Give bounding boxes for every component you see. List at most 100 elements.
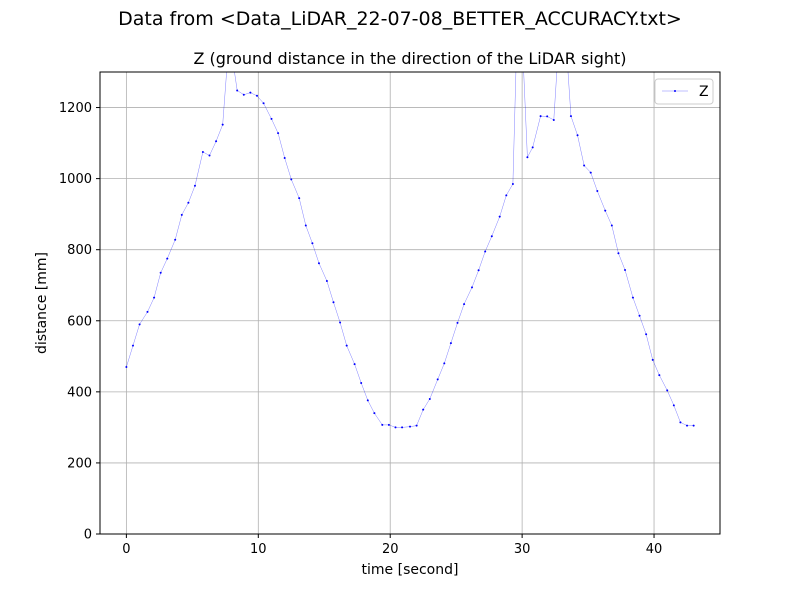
data-point-z (401, 426, 404, 429)
legend-box (654, 78, 714, 105)
data-point-z (666, 389, 669, 392)
data-point-z (624, 268, 627, 271)
y-axis-label: distance [mm] (34, 252, 50, 354)
x-tick-label: 20 (382, 542, 399, 557)
x-tick-label: 10 (250, 542, 267, 557)
data-point-z (339, 321, 342, 324)
data-point-z (552, 118, 555, 121)
data-point-z (505, 194, 508, 197)
data-point-z (658, 374, 661, 377)
x-tick-label: 30 (514, 542, 531, 557)
data-point-z (589, 171, 592, 174)
data-point-z (262, 102, 265, 105)
data-point-z (283, 157, 286, 160)
data-point-z (436, 378, 439, 381)
data-point-z (215, 140, 218, 143)
data-point-z (477, 269, 480, 272)
figure-suptitle: Data from <Data_LiDAR_22-07-08_BETTER_AC… (118, 8, 682, 30)
data-point-z (317, 262, 320, 265)
data-point-z (131, 344, 134, 347)
data-point-z (166, 257, 169, 260)
data-point-z (617, 252, 620, 255)
data-point-z (345, 344, 348, 347)
data-point-z (456, 321, 459, 324)
y-tick-label: 200 (67, 456, 92, 471)
data-point-z (381, 423, 384, 426)
data-point-z (277, 132, 280, 135)
data-point-z (332, 301, 335, 304)
data-point-z (651, 358, 654, 361)
data-point-z (304, 224, 307, 227)
x-tick-label: 0 (122, 542, 130, 557)
data-point-z (565, 35, 567, 37)
data-point-z (298, 197, 301, 200)
data-point-z (193, 184, 196, 187)
x-axis-label: time [second] (362, 562, 459, 578)
data-point-z (409, 425, 411, 428)
data-point-z (443, 362, 446, 365)
data-point-z (311, 242, 314, 245)
data-point-z (449, 342, 452, 345)
plot-area (125, 35, 695, 429)
data-point-z (325, 279, 328, 282)
data-point-z (596, 190, 599, 193)
data-point-z (576, 134, 579, 137)
data-point-z (270, 117, 273, 120)
data-point-z (394, 426, 397, 429)
grid (100, 72, 720, 535)
data-point-z (558, 35, 560, 37)
data-point-z (236, 89, 239, 92)
data-point-z (353, 363, 356, 366)
data-point-z (373, 412, 376, 415)
data-point-z (221, 123, 224, 126)
y-tick-label: 400 (67, 385, 92, 400)
data-point-z (159, 271, 162, 274)
data-point-z (290, 178, 293, 181)
data-point-z (153, 296, 156, 299)
data-point-z (679, 421, 682, 424)
data-point-z (415, 424, 418, 427)
data-point-z (255, 94, 258, 97)
data-point-z (672, 404, 675, 407)
data-point-z (138, 323, 141, 326)
data-point-z (511, 182, 514, 185)
data-point-z (125, 365, 128, 368)
axes-frame (99, 71, 721, 535)
data-point-z (521, 35, 523, 37)
legend-marker-swatch (674, 90, 676, 92)
series-line-z (126, 72, 694, 428)
data-point-z (498, 215, 501, 218)
data-point-z (484, 250, 487, 253)
x-tick-label: 40 (646, 542, 663, 557)
data-point-z (531, 146, 534, 149)
data-point-z (686, 424, 689, 427)
data-point-z (569, 115, 572, 118)
y-tick-label: 1200 (59, 101, 92, 116)
y-tick-label: 0 (84, 528, 92, 543)
data-point-z (174, 238, 177, 241)
data-point-z (692, 424, 695, 427)
data-point-z (242, 93, 245, 96)
data-point-z (201, 150, 204, 153)
data-point-z (428, 397, 431, 400)
data-point-z (645, 333, 648, 336)
data-point-z (631, 296, 634, 299)
data-point-z (610, 224, 613, 227)
y-tick-label: 1000 (59, 172, 92, 187)
data-point-z (516, 35, 518, 37)
data-point-z (146, 310, 149, 313)
chart-title: Z (ground distance in the direction of t… (193, 49, 626, 68)
data-point-z (249, 91, 252, 94)
data-point-z (546, 115, 549, 118)
y-tick-label: 600 (67, 314, 92, 329)
data-point-z (387, 423, 390, 426)
data-point-z (471, 286, 473, 289)
data-point-z (366, 399, 369, 402)
data-point-z (526, 156, 529, 159)
data-point-z (583, 164, 586, 167)
data-point-z (208, 154, 211, 157)
data-point-z (422, 408, 425, 411)
data-point-z (638, 314, 641, 317)
